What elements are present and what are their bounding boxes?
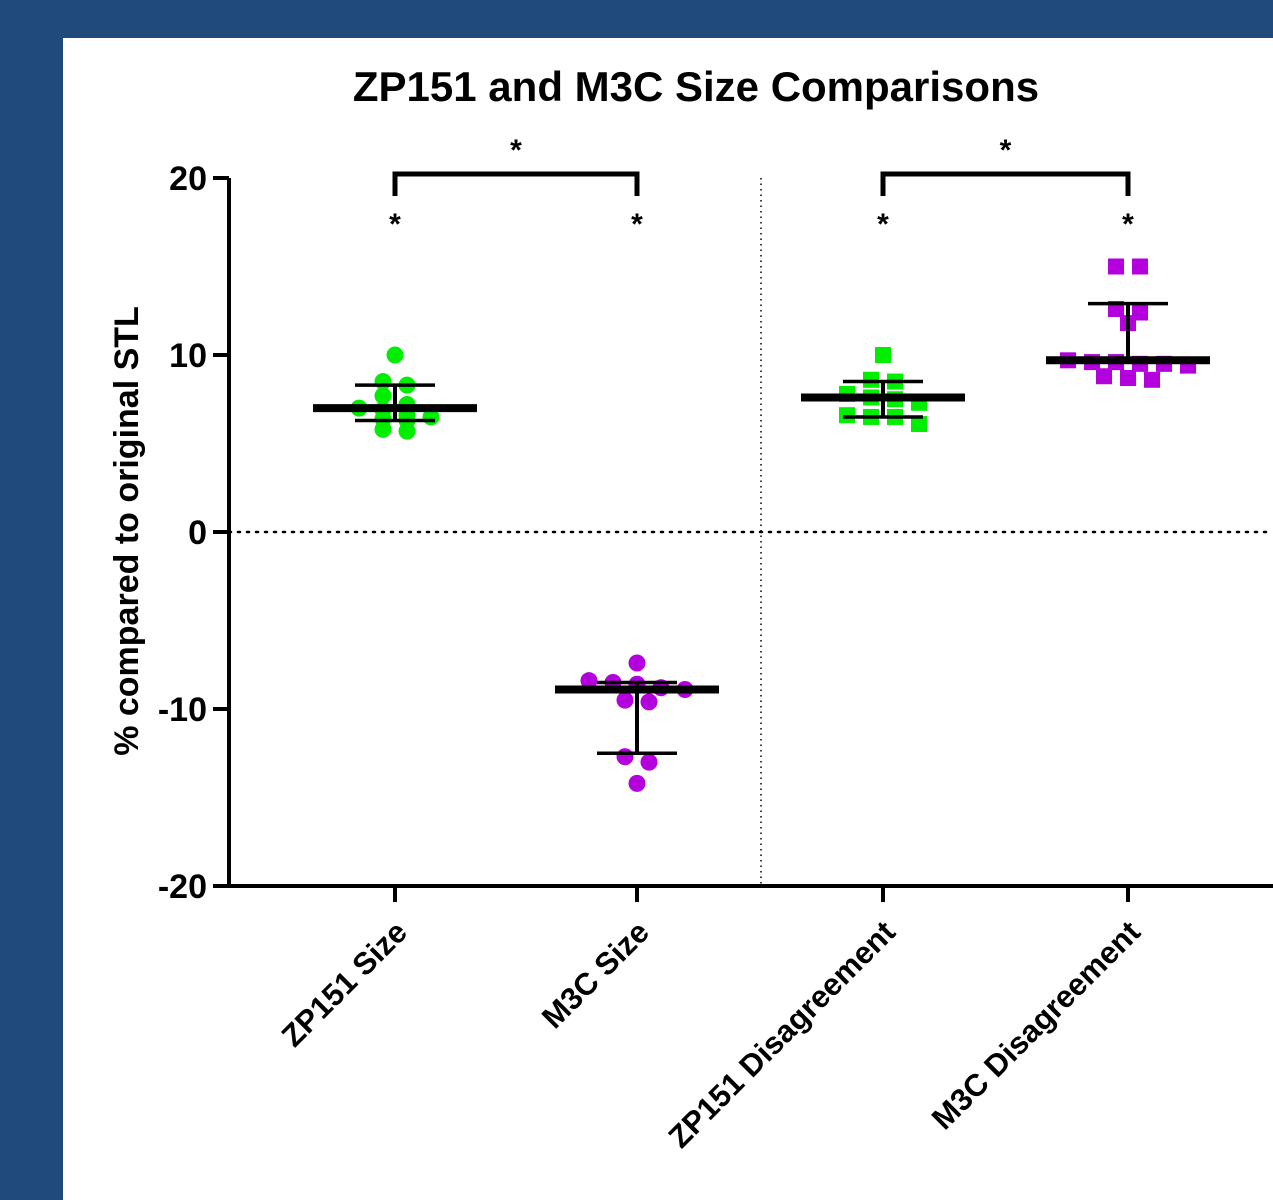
comparison-star: * [1000, 134, 1012, 167]
scatter-chart: ZP151 and M3C Size Comparisons % compare… [108, 63, 1273, 1155]
comparison-star: * [510, 134, 522, 167]
significance-star: * [877, 208, 889, 241]
data-point [875, 347, 891, 363]
y-tick-label: -20 [158, 868, 207, 906]
y-tick-label: -10 [158, 691, 207, 729]
y-tick-label: 10 [169, 337, 207, 375]
significance-star: * [389, 208, 401, 241]
data-point [616, 748, 634, 766]
data-point [1108, 258, 1124, 275]
y-axis-label: % compared to original STL [108, 306, 146, 756]
data-point [911, 416, 927, 433]
data-point [616, 691, 634, 709]
data-point [398, 422, 416, 440]
data-point [1132, 258, 1148, 275]
data-point [1096, 368, 1112, 385]
mean-sd-bars [313, 301, 1210, 755]
data-point [640, 693, 658, 711]
data-point [1144, 371, 1160, 388]
x-tick-label: ZP151 Disagreement [662, 914, 902, 1154]
x-tick-label: ZP151 Size [275, 914, 414, 1053]
data-point [839, 407, 855, 424]
significance-star: * [1122, 208, 1134, 241]
data-point [628, 654, 646, 672]
chart-panel: ZP151 and M3C Size Comparisons % compare… [63, 38, 1273, 1200]
significance-markers: * * * * * * [389, 134, 1134, 241]
data-point [1120, 370, 1136, 387]
data-point [863, 371, 879, 388]
y-tick-label: 0 [188, 514, 207, 552]
data-point [374, 420, 392, 438]
data-point [628, 774, 646, 792]
axes: 20 10 0 -10 -20 ZP151 Size M3C Size ZP151 Disag… [158, 160, 1273, 1155]
data-point [374, 387, 392, 405]
x-tick-label: M3C Size [535, 914, 656, 1035]
y-tick-label: 20 [169, 160, 207, 198]
reference-lines [227, 178, 1273, 886]
comparison-bracket [392, 171, 640, 196]
chart-title: ZP151 and M3C Size Comparisons [353, 63, 1039, 110]
significance-star: * [631, 208, 643, 241]
data-point [386, 346, 404, 364]
data-point [640, 753, 658, 771]
comparison-bracket [880, 171, 1131, 196]
data-point [580, 672, 598, 690]
data-points [350, 258, 1196, 792]
x-tick-label: M3C Disagreement [925, 914, 1147, 1136]
